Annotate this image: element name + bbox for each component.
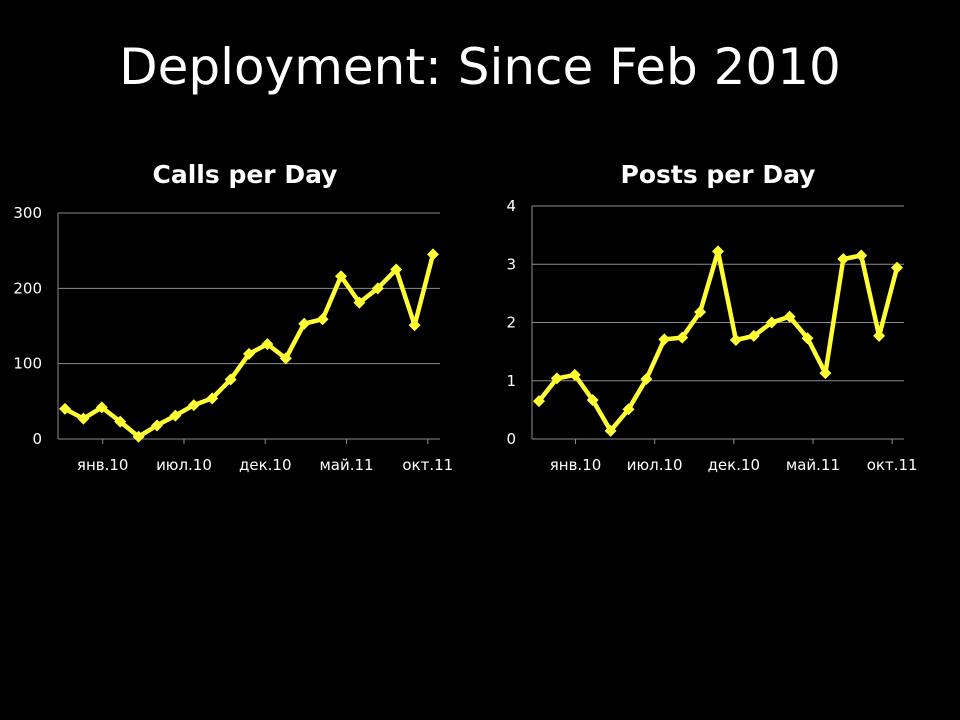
data-point (132, 430, 145, 443)
data-point (335, 270, 347, 283)
data-point (622, 403, 635, 416)
series-line (63, 253, 436, 439)
chart-title: Posts per Day (621, 160, 816, 189)
x-tick-label: май.11 (786, 456, 840, 474)
y-tick-label: 4 (506, 197, 516, 215)
data-point (279, 352, 292, 365)
data-point (891, 261, 903, 274)
data-point (353, 296, 366, 309)
y-tick-label: 200 (13, 279, 42, 297)
data-point (114, 415, 127, 428)
x-tick-label: дек.10 (239, 456, 292, 474)
data-point (586, 393, 599, 406)
data-point (873, 329, 886, 342)
data-point (390, 263, 403, 276)
chart-posts-per-day: Posts per Day 0 1 2 3 4 янв.10 июл.10 дек.10 май.… (506, 160, 918, 474)
data-point (59, 402, 71, 415)
data-point (533, 395, 545, 408)
data-point (712, 245, 724, 258)
x-tick-label: июл.10 (156, 456, 212, 474)
data-point (427, 248, 439, 261)
chart-calls-per-day: Calls per Day 0 100 200 300 янв.10 июл.10 дек.1… (13, 160, 453, 474)
data-point (77, 412, 90, 425)
data-point (95, 401, 108, 414)
data-point (408, 319, 421, 332)
data-point (261, 338, 274, 351)
y-tick-label: 300 (13, 204, 42, 222)
data-point (298, 317, 311, 330)
data-point (243, 347, 255, 360)
data-point (187, 399, 200, 412)
y-tick-label: 3 (506, 255, 516, 273)
data-point (747, 329, 760, 342)
x-tick-label: дек.10 (708, 456, 761, 474)
y-tick-label: 2 (506, 314, 516, 332)
slide-title: Deployment: Since Feb 2010 (119, 38, 841, 96)
x-tick-label: окт.11 (867, 456, 918, 474)
x-tick-label: окт.11 (402, 456, 453, 474)
data-point (371, 282, 384, 295)
data-point (316, 313, 329, 326)
data-point (801, 332, 814, 345)
x-tick-label: янв.10 (550, 456, 602, 474)
x-tick-label: янв.10 (77, 456, 129, 474)
data-point (783, 310, 796, 323)
data-point (640, 373, 653, 386)
data-point (676, 331, 689, 344)
data-point (765, 316, 778, 329)
y-tick-label: 100 (13, 355, 42, 373)
data-point (604, 424, 617, 437)
data-point (837, 253, 850, 266)
data-point (151, 419, 163, 432)
data-point (206, 392, 219, 405)
data-point (550, 372, 563, 385)
data-point (694, 306, 707, 319)
x-tick-label: май.11 (319, 456, 373, 474)
data-point (855, 249, 868, 262)
data-point (729, 333, 742, 346)
y-tick-label: 1 (506, 372, 516, 390)
data-point (819, 367, 832, 380)
data-point (658, 333, 671, 346)
data-point (224, 373, 237, 386)
chart-title: Calls per Day (153, 160, 338, 189)
y-tick-label: 0 (32, 430, 42, 448)
y-tick-label: 0 (506, 430, 516, 448)
x-tick-label: июл.10 (627, 456, 683, 474)
data-point (169, 409, 182, 422)
data-point (568, 368, 581, 381)
